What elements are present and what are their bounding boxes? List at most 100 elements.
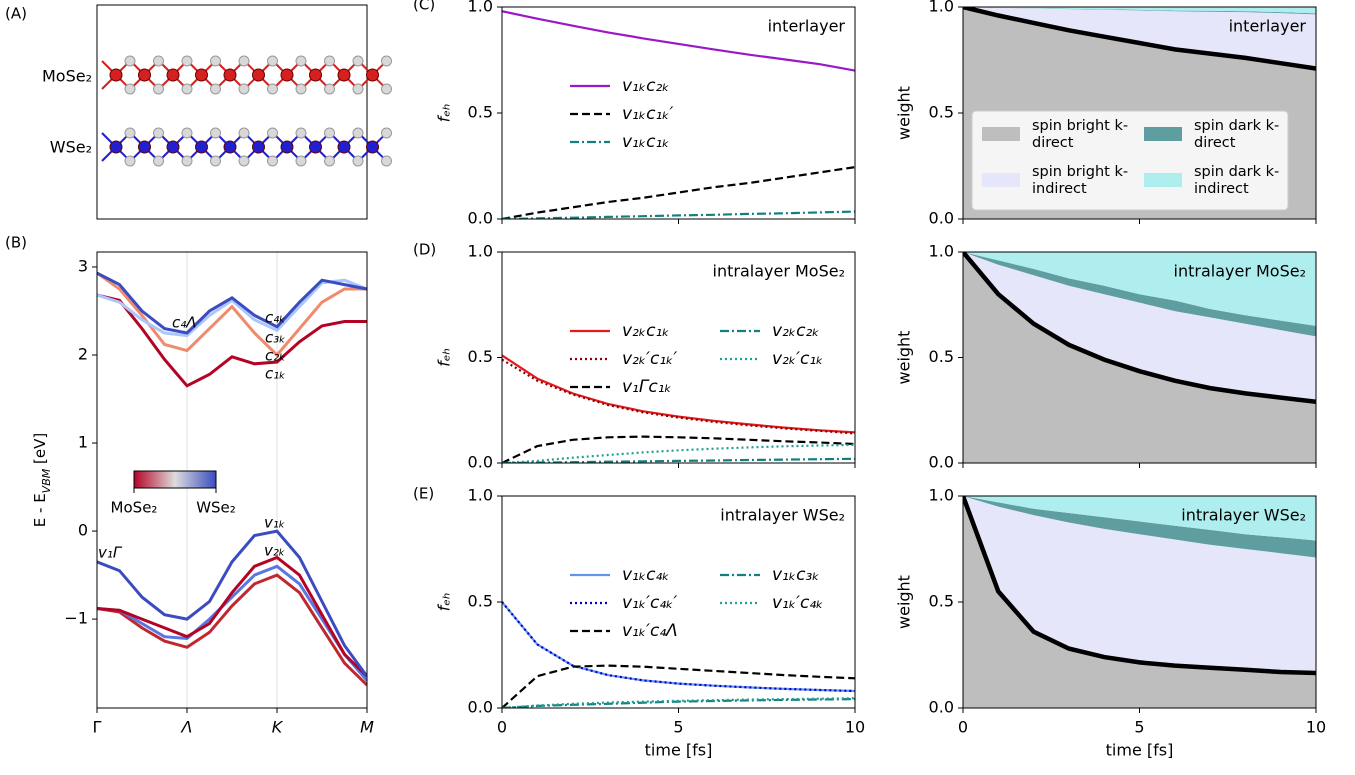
- metal-atom: [309, 140, 322, 154]
- legend-label: v₂ₖ′c₁ₖ′: [622, 349, 677, 369]
- chalcogen-atom: [210, 55, 221, 67]
- axes-frame: [962, 6, 1317, 220]
- legend-label: spin bright k-indirect: [1032, 164, 1129, 197]
- colorbar-label: MoSe₂: [111, 499, 158, 517]
- chalcogen-atom: [295, 127, 307, 139]
- line-series: [97, 573, 367, 687]
- x-tick-label: 0: [958, 718, 968, 737]
- y-axis-label: weight: [895, 86, 914, 140]
- chalcogen-atom: [267, 83, 278, 95]
- chalcogen-atom: [381, 55, 392, 67]
- metal-atom: [366, 68, 379, 82]
- metal-atom: [223, 140, 237, 154]
- legend-label: v₁Γc₁ₖ: [622, 377, 672, 397]
- x-axis-label: time [fs]: [645, 741, 713, 760]
- x-tick-label: 5: [673, 718, 683, 737]
- band-annotation: v₁Γ: [98, 544, 123, 562]
- y-tick-label: 0.0: [929, 453, 954, 472]
- chalcogen-atom: [210, 127, 221, 139]
- line-series: [97, 564, 367, 682]
- line-series: [97, 278, 367, 338]
- x-tick-label: 0: [497, 718, 507, 737]
- metal-atom: [252, 68, 265, 82]
- line-series: [502, 664, 855, 708]
- axes-frame: [96, 251, 368, 709]
- band-annotation: c₄ₖ: [265, 309, 286, 327]
- band-annotation: c₂ₖ: [265, 347, 286, 365]
- band-annotation: c₃ₖ: [265, 329, 286, 347]
- metal-atom: [280, 68, 294, 82]
- panel-title: intralayer MoSe₂: [1174, 262, 1306, 281]
- y-tick-label: 0.0: [468, 453, 493, 472]
- chalcogen-atom: [124, 127, 136, 139]
- y-tick-label: 1.0: [468, 0, 493, 16]
- panel-title: intralayer WSe₂: [720, 506, 845, 525]
- metal-atom: [280, 140, 294, 154]
- legend-label: spin bright k-direct: [1032, 118, 1129, 151]
- y-tick-label: 3: [78, 256, 88, 275]
- line-series: [502, 10, 855, 72]
- line-series: [502, 457, 855, 463]
- structure-frame: [96, 4, 368, 220]
- y-axis-label-part: [eV]: [31, 433, 49, 469]
- axes-frame: [962, 495, 1317, 709]
- y-axis-label: weight: [895, 575, 914, 629]
- legend-label: v₂ₖc₁ₖ: [622, 321, 670, 341]
- area-series: [963, 496, 1316, 541]
- x-axis-label: time [fs]: [1106, 741, 1174, 760]
- y-tick-label: 1.0: [468, 486, 493, 505]
- line-series: [502, 435, 855, 463]
- panel-label: (A): [5, 5, 27, 23]
- chalcogen-atom: [267, 55, 278, 67]
- chalcogen-atom: [352, 83, 364, 95]
- axes-frame: [501, 6, 856, 220]
- line-series: [502, 697, 855, 708]
- metal-atom: [109, 140, 123, 154]
- axes-frame: [501, 251, 856, 464]
- line-series: [502, 358, 855, 435]
- legend-label: v₁ₖc₁ₖ: [622, 132, 670, 152]
- chalcogen-atom: [267, 155, 278, 167]
- legend-swatch: [982, 127, 1020, 141]
- chalcogen-atom: [381, 155, 392, 167]
- chalcogen-atom: [324, 55, 335, 67]
- area-series: [963, 7, 1316, 15]
- panel-title: interlayer: [768, 17, 846, 36]
- chalcogen-atom: [295, 83, 307, 95]
- metal-atom: [337, 140, 351, 154]
- line-series: [97, 271, 367, 335]
- chalcogen-atom: [324, 155, 335, 167]
- area-series: [963, 496, 1316, 673]
- y-tick-label: −1: [64, 609, 88, 628]
- y-axis-label: E - EVBM [eV]: [31, 433, 53, 527]
- chalcogen-atom: [324, 83, 335, 95]
- line-series: [502, 166, 855, 219]
- layer-label: WSe₂: [50, 138, 92, 157]
- area-series: [963, 252, 1316, 326]
- area-series: [963, 496, 1316, 558]
- chalcogen-atom: [124, 83, 136, 95]
- panel-title: interlayer: [1229, 17, 1307, 36]
- metal-atom: [252, 140, 265, 154]
- x-tick-label: Γ: [93, 718, 102, 737]
- metal-atom: [166, 68, 180, 82]
- area-edge: [963, 252, 1316, 405]
- chalcogen-atom: [210, 83, 221, 95]
- chalcogen-atom: [181, 155, 193, 167]
- line-series: [502, 601, 855, 693]
- y-tick-label: 0.5: [468, 103, 493, 122]
- x-tick-label: K: [272, 718, 284, 737]
- line-series: [502, 601, 855, 693]
- chalcogen-atom: [153, 127, 164, 139]
- y-tick-label: 0.5: [929, 347, 954, 366]
- legend-frame: [971, 110, 1289, 211]
- legend-label: spin dark k-indirect: [1194, 164, 1280, 197]
- y-tick-label: 0.0: [468, 698, 493, 717]
- chalcogen-atom: [381, 83, 392, 95]
- chalcogen-atom: [295, 55, 307, 67]
- chalcogen-atom: [238, 155, 250, 167]
- legend-label: v₂ₖ′c₁ₖ: [772, 349, 823, 369]
- area-series: [963, 252, 1316, 402]
